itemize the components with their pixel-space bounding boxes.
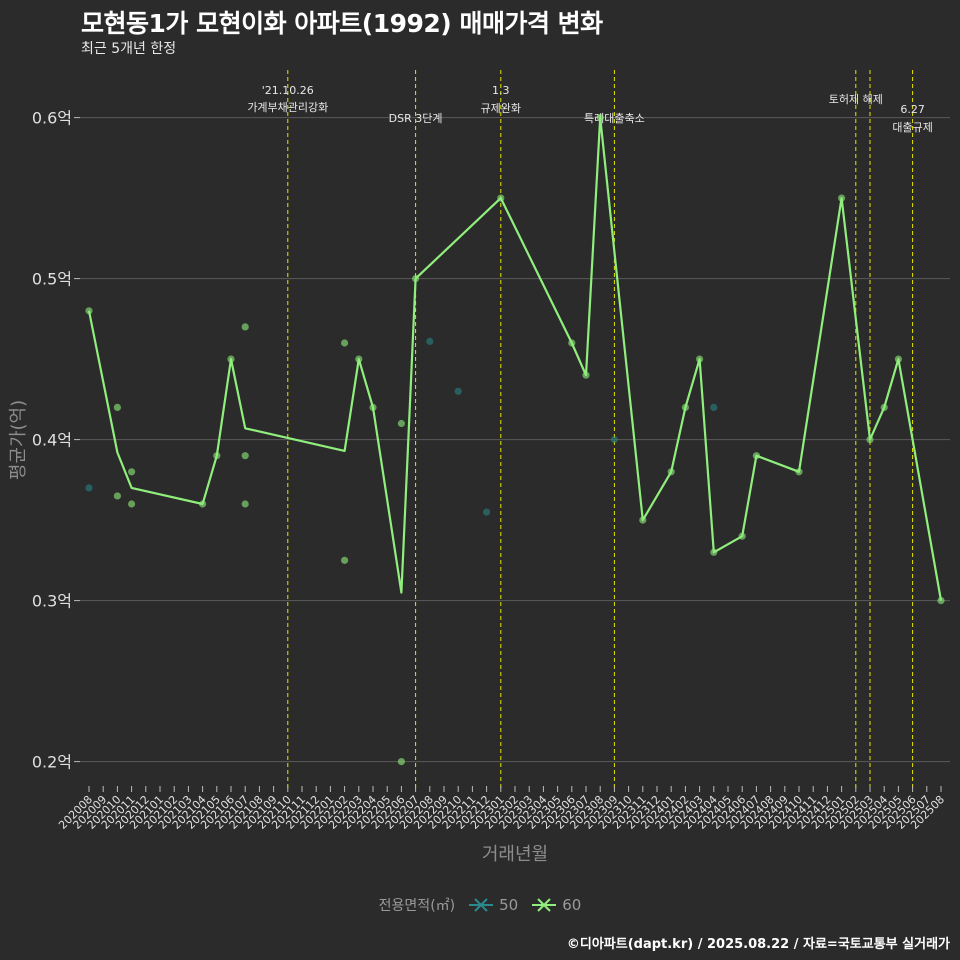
series-60-point: [227, 355, 235, 363]
y-tick-label: 0.3억: [32, 592, 72, 611]
series-60-point: [866, 436, 874, 444]
series-60-point: [128, 500, 136, 508]
legend-label-50: 50: [499, 896, 519, 914]
series-60-point: [128, 468, 136, 476]
legend-item-50: 50: [467, 896, 518, 914]
policy-event-label: '21.10.26: [262, 84, 314, 97]
series-60-point: [582, 371, 590, 379]
series-60-point: [667, 468, 675, 476]
series-60-point: [412, 275, 420, 283]
series-60-point: [681, 403, 690, 411]
legend-60-key-icon: [532, 898, 557, 912]
policy-event-label: 규제완화: [481, 102, 521, 115]
series-60-point: [596, 114, 604, 122]
series-60-point: [113, 492, 121, 500]
chart-title: 모현동1가 모현이화 아파트(1992) 매매가격 변화: [81, 9, 603, 38]
series-60-point: [937, 597, 945, 605]
y-tick-label: 0.5억: [32, 270, 72, 289]
series-60-point: [838, 194, 846, 202]
series-50-point: [710, 403, 718, 411]
series-60-point: [696, 355, 704, 363]
source-caption: ©디아파트(dapt.kr) / 2025.08.22 / 자료=국토교통부 실…: [566, 937, 950, 952]
policy-event-label: 1.3: [492, 84, 510, 97]
y-tick-label: 0.4억: [32, 431, 72, 450]
series-60-point: [752, 452, 761, 460]
series-50-point: [426, 337, 434, 345]
legend-label-60: 60: [562, 896, 582, 914]
series-50-point: [483, 508, 491, 516]
series-60-point: [738, 532, 746, 540]
series-60-point: [199, 500, 207, 508]
y-tick-label: 0.6억: [32, 109, 72, 128]
policy-event-label: 특례대출축소: [584, 112, 645, 125]
policy-event-label: DSR 3단계: [389, 112, 443, 125]
x-axis-title: 거래년월: [482, 844, 548, 865]
series-60-point: [341, 339, 349, 347]
series-60-point: [241, 452, 249, 460]
legend: 전용면적(㎡) 50 60: [0, 895, 960, 915]
series-60-point: [113, 403, 121, 411]
policy-event-label: 대출규제: [892, 121, 932, 134]
series-60-point: [397, 419, 405, 428]
chart-subtitle: 최근 5개년 한정: [81, 41, 177, 57]
series-60-point: [795, 468, 803, 476]
series-60-point: [710, 548, 718, 556]
y-axis-title: 평균가(억): [8, 400, 29, 480]
series-50-point: [85, 484, 93, 492]
policy-event-label: 토허제 해제: [829, 92, 883, 106]
legend-50-key-icon: [469, 898, 494, 912]
series-60-point: [341, 556, 349, 564]
series-50-point: [610, 436, 619, 444]
series-60-point: [355, 355, 363, 363]
series-60-point: [894, 355, 903, 363]
series-50-point: [454, 387, 462, 395]
series-60-point: [369, 403, 377, 411]
series-60-point: [85, 307, 93, 315]
legend-item-60: 60: [530, 896, 581, 914]
series-60-point: [213, 452, 221, 460]
policy-event-label: 가계부채관리강화: [247, 101, 328, 114]
series-60-point: [568, 339, 576, 347]
series-60-point: [880, 403, 888, 411]
policy-event-label: 6.27: [900, 103, 925, 116]
legend-title: 전용면적(㎡): [378, 898, 456, 914]
series-60-point: [397, 758, 405, 766]
series-60-point: [639, 516, 647, 524]
y-tick-label: 0.2억: [32, 753, 72, 772]
series-60-point: [241, 500, 249, 508]
series-60-point: [241, 323, 249, 331]
series-60-point: [497, 194, 505, 202]
series-60-line: [87, 116, 943, 601]
